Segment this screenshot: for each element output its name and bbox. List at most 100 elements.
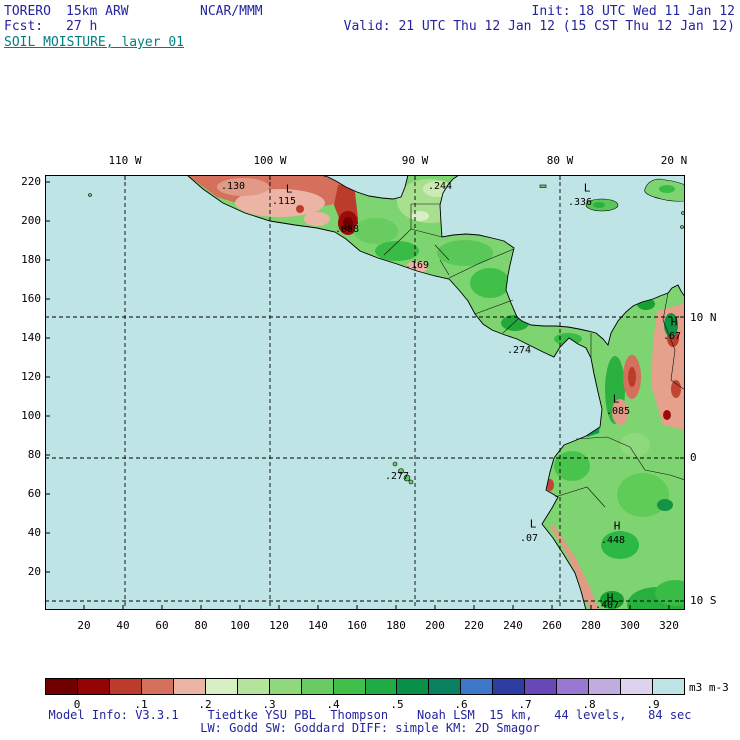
- bottom-axis-label: 240: [503, 619, 523, 632]
- map-frame: [45, 175, 685, 610]
- value-label: .085: [605, 406, 631, 417]
- model-name: TORERO: [4, 4, 51, 19]
- colorbar-tick-label: .8: [582, 698, 596, 711]
- colorbar-tick-label: .1: [134, 698, 148, 711]
- islands: [88, 178, 685, 485]
- value-label: .088: [334, 224, 360, 235]
- colorbar-segment: [397, 679, 430, 694]
- value-label: .244: [427, 181, 453, 192]
- high-marker: H: [670, 315, 678, 329]
- colorbar-segment: [653, 679, 685, 694]
- colorbar-tick-label: .9: [646, 698, 660, 711]
- colorbar-segment: [109, 679, 142, 694]
- bottom-axis-label: 180: [386, 619, 406, 632]
- top-axis-label: 80 W: [546, 154, 574, 167]
- colorbar-units: m3 m-3: [689, 681, 729, 694]
- top-axis-label: 100 W: [253, 154, 287, 167]
- value-label: .274: [506, 345, 532, 356]
- colorbar-segment: [77, 679, 110, 694]
- axis-ticks: [45, 175, 685, 610]
- colorbar-tick-label: .4: [326, 698, 340, 711]
- left-axis-label: 40: [27, 526, 41, 539]
- left-axis-label: 200: [21, 214, 41, 227]
- colorbar-segment: [621, 679, 654, 694]
- left-axis-label: 160: [21, 292, 41, 305]
- colorbar-segment: [205, 679, 238, 694]
- init-time: Init: 18 UTC Wed 11 Jan 12: [531, 4, 736, 19]
- bottom-axis-label: 280: [581, 619, 601, 632]
- colorbar-segment: [269, 679, 302, 694]
- colorbar: [45, 678, 685, 695]
- fcst-label: Fcst:: [4, 19, 44, 34]
- left-axis-label: 140: [21, 331, 41, 344]
- value-label: .336: [567, 197, 593, 208]
- left-axis-label: 180: [21, 253, 41, 266]
- value-label: .169: [404, 260, 430, 271]
- bottom-axis-label: 40: [116, 619, 130, 632]
- value-label: .277: [384, 471, 410, 482]
- coastline: [186, 175, 685, 610]
- country-borders: [383, 203, 685, 508]
- colorbar-segment: [333, 679, 366, 694]
- top-axis-label: 110 W: [108, 154, 142, 167]
- value-label: .115: [271, 196, 297, 207]
- right-axis-label: 0: [690, 451, 697, 464]
- value-label: .07: [519, 533, 539, 544]
- low-marker: L: [285, 182, 293, 196]
- bottom-axis-label: 320: [659, 619, 679, 632]
- low-marker: L: [529, 517, 537, 531]
- bottom-axis-label: 80: [194, 619, 208, 632]
- left-axis-label: 220: [21, 175, 41, 188]
- colorbar-tick-label: .2: [198, 698, 212, 711]
- colorbar-segment: [237, 679, 270, 694]
- field-title: SOIL MOISTURE, layer 01: [4, 35, 185, 50]
- mainland: [187, 175, 685, 610]
- value-label: .448: [600, 535, 626, 546]
- valid-time: Valid: 21 UTC Thu 12 Jan 12 (15 CST Thu …: [343, 19, 735, 34]
- map-plot: [45, 175, 685, 610]
- map-svg: [45, 175, 685, 610]
- low-marker: L: [583, 181, 591, 195]
- left-axis-label: 120: [21, 370, 41, 383]
- high-marker: H: [613, 519, 621, 533]
- left-axis-label: 100: [21, 409, 41, 422]
- colorbar-segment: [493, 679, 526, 694]
- top-axis-label: 20 N: [660, 154, 688, 167]
- bottom-axis-label: 220: [464, 619, 484, 632]
- islands-galapagos: [392, 461, 414, 485]
- value-label: .130: [220, 181, 246, 192]
- bottom-axis-label: 20: [77, 619, 91, 632]
- colorbar-tick-label: 0: [73, 698, 81, 711]
- left-axis-label: 20: [27, 565, 41, 578]
- top-axis-label: 90 W: [401, 154, 429, 167]
- colorbar-segment: [365, 679, 398, 694]
- colorbar-segment: [301, 679, 334, 694]
- colorbar-segment: [525, 679, 558, 694]
- bottom-axis-label: 100: [230, 619, 250, 632]
- colorbar-segment: [429, 679, 462, 694]
- colorbar-tick-label: .3: [262, 698, 276, 711]
- bottom-axis-label: 120: [269, 619, 289, 632]
- org-name: NCAR/MMM: [200, 4, 263, 19]
- value-label: .407: [594, 600, 620, 611]
- right-axis-label: 10 S: [690, 594, 717, 607]
- bottom-axis-label: 300: [620, 619, 640, 632]
- bottom-axis-label: 160: [347, 619, 367, 632]
- left-axis-label: 80: [27, 448, 41, 461]
- colorbar-segment: [141, 679, 174, 694]
- left-axis-label: 60: [27, 487, 41, 500]
- fcst-hours: 27 h: [66, 19, 98, 34]
- colorbar-segment: [46, 679, 78, 694]
- colorbar-segments: [46, 679, 685, 694]
- colorbar-segment: [589, 679, 622, 694]
- model-info-line2: LW: Godd SW: Goddard DIFF: simple KM: 2D…: [200, 721, 540, 735]
- low-marker: L: [612, 392, 620, 406]
- high-marker: H: [606, 591, 614, 605]
- bottom-axis-label: 140: [308, 619, 328, 632]
- bottom-axis-label: 200: [425, 619, 445, 632]
- model-config: 15km ARW: [66, 4, 129, 19]
- bottom-axis-label: 260: [542, 619, 562, 632]
- value-label: .67: [662, 331, 682, 342]
- colorbar-tick-label: .6: [454, 698, 468, 711]
